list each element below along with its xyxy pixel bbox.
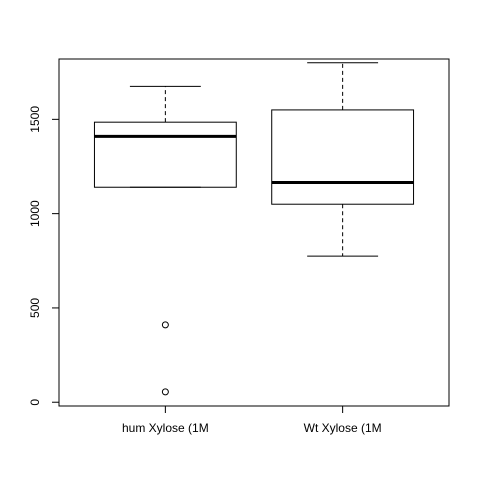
plot-frame [58,58,450,407]
y-tick-label: 500 [28,298,42,318]
x-tick-label: Wt Xylose (1M [304,421,382,435]
y-tick-label: 1500 [28,106,42,133]
outlier-point [161,388,169,396]
y-tick-label: 0 [28,399,42,406]
box-iqr [93,121,237,188]
box-iqr [271,109,415,205]
x-axis: hum Xylose (1M Wt Xylose (1M [122,405,382,435]
y-tick-label: 1000 [28,200,42,227]
x-tick-label: hum Xylose (1M [122,421,209,435]
outlier-point [161,321,169,329]
chart-marks [93,62,415,396]
y-axis: 0 500 1000 1500 [28,106,60,406]
